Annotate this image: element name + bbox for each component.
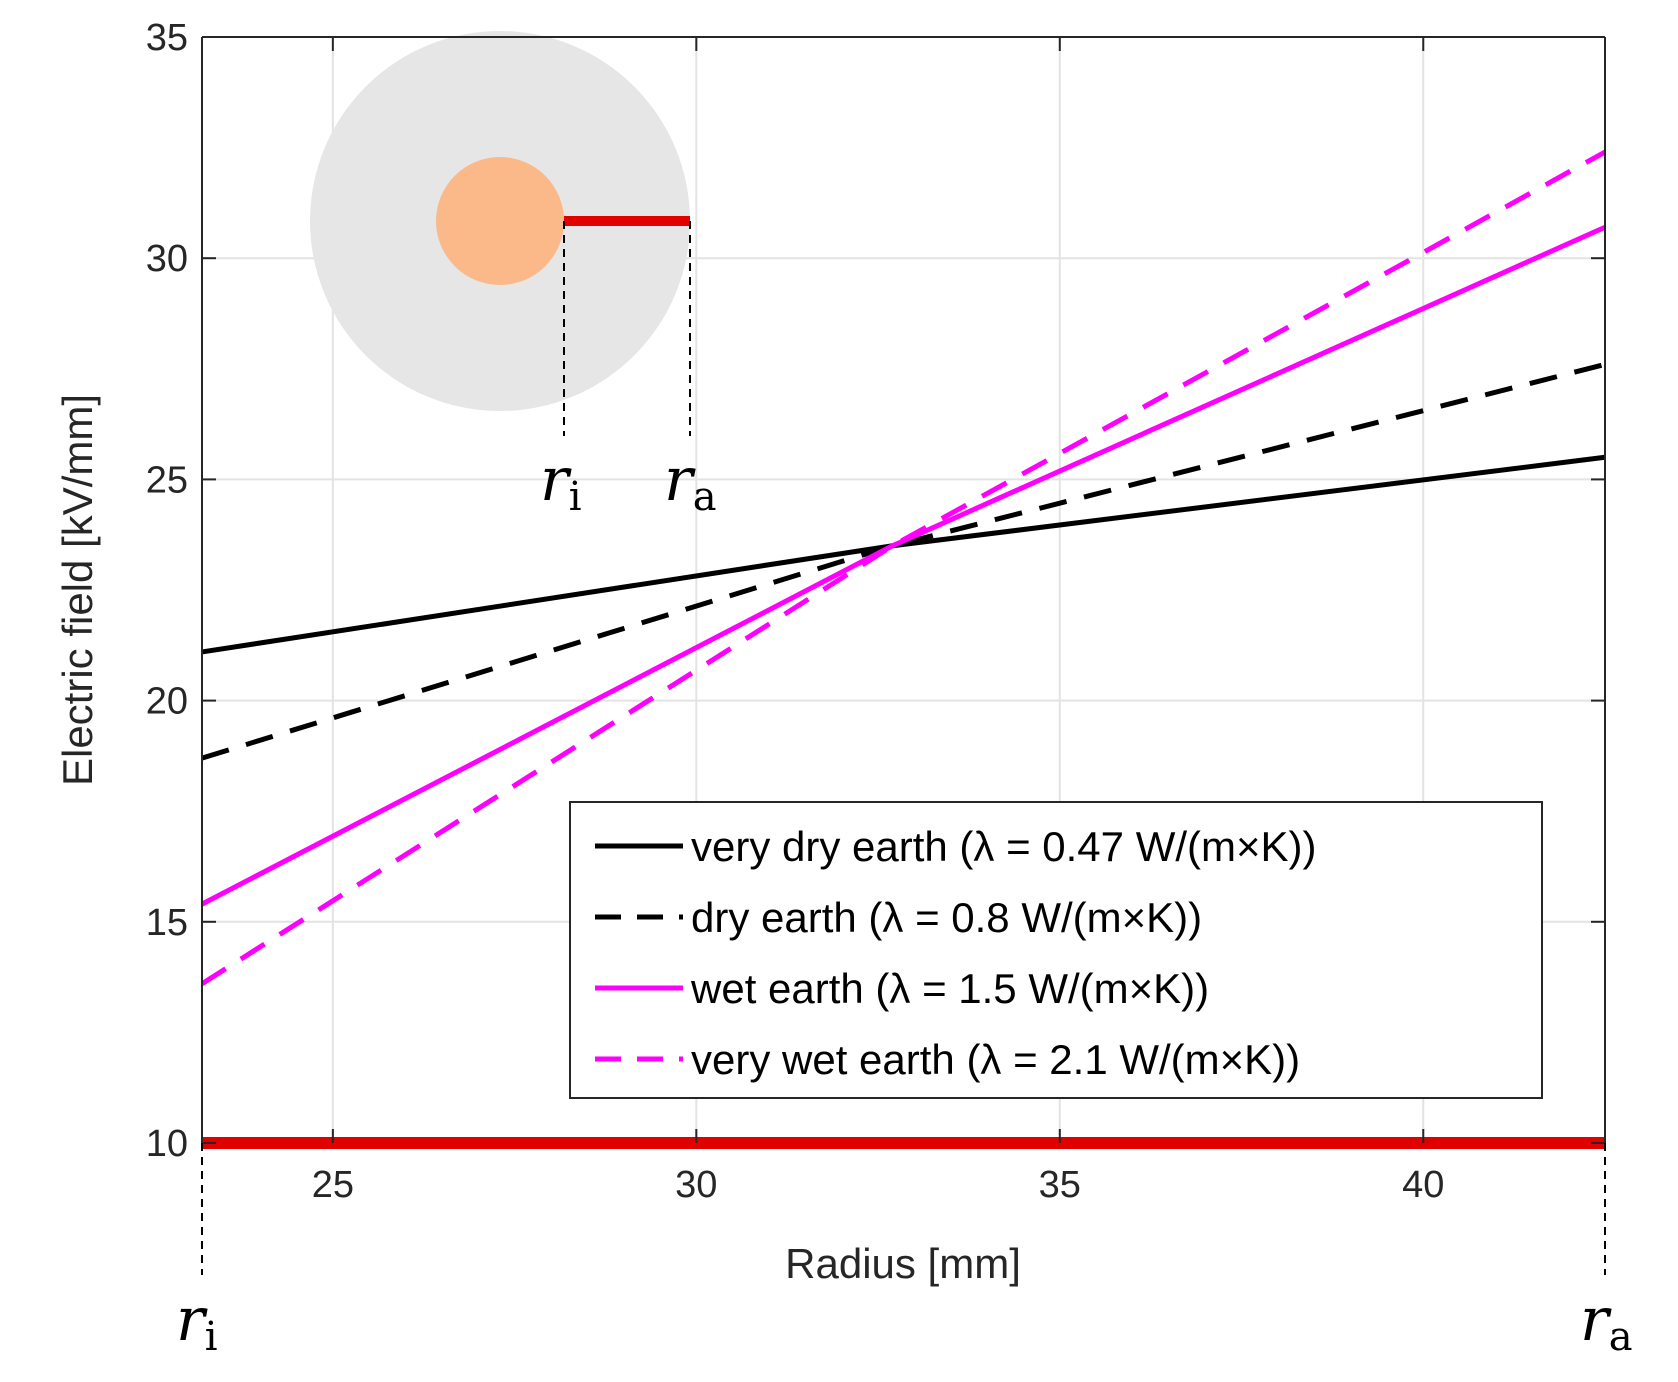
x-tick-label: 30 (675, 1164, 717, 1206)
y-tick-label: 20 (146, 681, 188, 723)
series-lines (200, 149, 1607, 986)
tick-labels: 25 30 35 40 10 15 20 25 30 35 (146, 17, 1445, 1206)
cable-cross-section-inset: ri ra (310, 31, 717, 520)
inset-ra-label: ra (664, 445, 717, 520)
x-tick-label: 25 (312, 1164, 354, 1206)
legend-box (569, 801, 1543, 1099)
y-tick-label: 15 (146, 902, 188, 944)
axes (201, 36, 1606, 1144)
series-line-4 (200, 149, 1607, 986)
inset-ri-label: ri (540, 445, 581, 520)
y-tick-label: 30 (146, 238, 188, 280)
legend-label-4: very wet earth (λ = 2.1 W/(m×K)) (691, 1036, 1300, 1083)
bottom-ri-label: ri (176, 1285, 217, 1360)
bottom-ra-label: ra (1580, 1285, 1633, 1360)
conductor-circle (436, 157, 564, 285)
y-axis-title: Electric field [kV/mm] (54, 394, 101, 786)
series-line-2 (201, 361, 1606, 761)
legend: very dry earth (λ = 0.47 W/(m×K)) dry ear… (569, 801, 1543, 1099)
x-tick-label: 35 (1039, 1164, 1081, 1206)
x-axis-title: Radius [mm] (785, 1240, 1021, 1287)
y-tick-label: 25 (146, 459, 188, 501)
y-tick-label: 35 (146, 17, 188, 59)
y-tick-label: 10 (146, 1123, 188, 1165)
series-line-3 (200, 224, 1607, 907)
legend-label-3: wet earth (λ = 1.5 W/(m×K)) (690, 965, 1209, 1012)
x-tick-label: 40 (1402, 1164, 1444, 1206)
legend-label-2: dry earth (λ = 0.8 W/(m×K)) (691, 894, 1202, 941)
legend-label-1: very dry earth (λ = 0.47 W/(m×K)) (691, 823, 1317, 870)
